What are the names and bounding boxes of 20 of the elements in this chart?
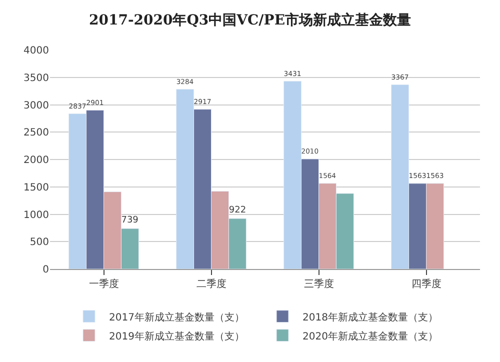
x-tick-label: 四季度 (411, 278, 442, 290)
y-tick-label: 0 (42, 264, 49, 276)
legend-label: 2020年新成立基金数量（支） (302, 330, 438, 342)
legend-label: 2018年新成立基金数量（支） (302, 311, 438, 324)
data-label: 922 (228, 206, 246, 216)
y-tick-label: 500 (30, 237, 49, 248)
y-tick-label: 4000 (24, 46, 49, 56)
x-tick-label: 二季度 (196, 278, 226, 290)
legend-label: 2017年新成立基金数量（支） (109, 311, 244, 324)
legend-label: 2019年新成立基金数量（支） (109, 330, 244, 342)
x-tick-label: 三季度 (304, 278, 334, 290)
y-tick-label: 2500 (24, 128, 49, 139)
y-tick-label: 3000 (24, 100, 49, 112)
data-label: 739 (121, 216, 139, 226)
y-tick-label: 2000 (24, 155, 49, 166)
x-tick-label: 一季度 (88, 278, 119, 290)
y-tick-label: 1500 (24, 182, 49, 194)
y-tick-label: 1000 (24, 210, 49, 221)
y-tick-label: 3500 (24, 72, 49, 84)
chart-title: 2017-2020年Q3中国VC/PE市场新成立基金数量 (89, 11, 411, 28)
